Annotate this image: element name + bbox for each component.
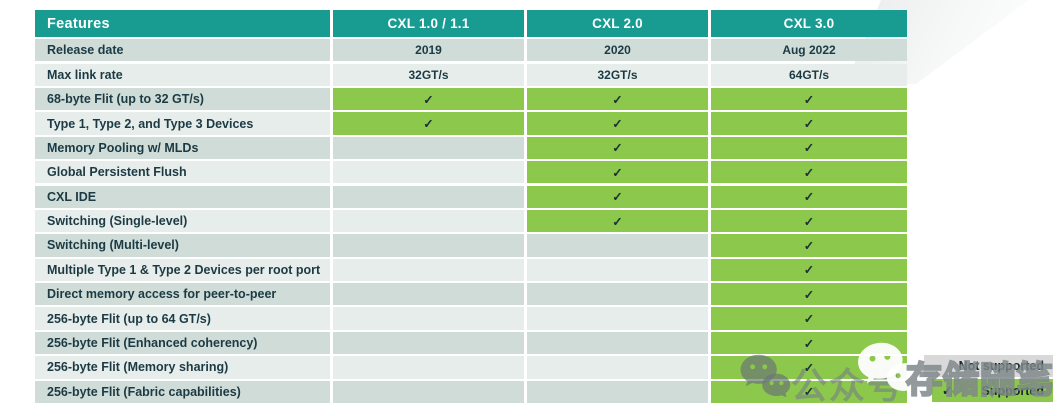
table-header-row: Features CXL 1.0 / 1.1 CXL 2.0 CXL 3.0	[35, 10, 907, 37]
value-cell: ✓	[711, 258, 907, 281]
value-cell: ✓	[711, 209, 907, 233]
value-cell	[333, 331, 524, 355]
table-row: 256-byte Flit (Fabric capabilities) ✓	[35, 380, 907, 403]
value-cell: ✓	[711, 112, 907, 135]
value-cell	[333, 380, 524, 403]
value-cell	[527, 234, 708, 257]
value-cell: ✓	[711, 136, 907, 160]
check-icon: ✓	[942, 384, 953, 398]
legend-not-supported: Not supported	[924, 355, 1053, 377]
row-label: 256-byte Flit (Fabric capabilities)	[35, 380, 330, 403]
value-cell: ✓	[711, 161, 907, 184]
value-cell: ✓	[527, 87, 708, 111]
legend-supported: ✓ Supported	[932, 379, 1053, 402]
row-label: Release date	[35, 39, 330, 62]
table-row: 256-byte Flit (up to 64 GT/s) ✓	[35, 307, 907, 330]
column-header-cxl-1-0: CXL 1.0 / 1.1	[333, 10, 524, 37]
value-cell	[527, 380, 708, 403]
value-cell: ✓	[711, 234, 907, 257]
row-label: Memory Pooling w/ MLDs	[35, 136, 330, 160]
table-row: Direct memory access for peer-to-peer ✓	[35, 283, 907, 306]
value-cell	[527, 331, 708, 355]
table-row: 256-byte Flit (Memory sharing) ✓	[35, 356, 907, 379]
value-cell: 32GT/s	[527, 63, 708, 86]
legend-supported-label: Supported	[981, 383, 1045, 398]
value-cell	[333, 258, 524, 281]
value-cell: 32GT/s	[333, 63, 524, 86]
table-row: Multiple Type 1 & Type 2 Devices per roo…	[35, 258, 907, 281]
row-label: 256-byte Flit (up to 64 GT/s)	[35, 307, 330, 330]
value-cell: 64GT/s	[711, 63, 907, 86]
value-cell: ✓	[527, 185, 708, 208]
row-label: 256-byte Flit (Memory sharing)	[35, 356, 330, 379]
value-cell	[527, 283, 708, 306]
row-label: Switching (Single-level)	[35, 209, 330, 233]
value-cell: ✓	[527, 209, 708, 233]
table-row: CXL IDE ✓ ✓	[35, 185, 907, 208]
value-cell	[527, 258, 708, 281]
row-label: Switching (Multi-level)	[35, 234, 330, 257]
value-cell: ✓	[711, 87, 907, 111]
value-cell	[333, 283, 524, 306]
value-cell	[333, 356, 524, 379]
value-cell: ✓	[333, 87, 524, 111]
value-cell: ✓	[711, 307, 907, 330]
value-cell: 2019	[333, 39, 524, 62]
value-cell	[333, 209, 524, 233]
table-row: 256-byte Flit (Enhanced coherency) ✓	[35, 331, 907, 355]
value-cell: ✓	[711, 331, 907, 355]
cxl-comparison-table: Features CXL 1.0 / 1.1 CXL 2.0 CXL 3.0 R…	[35, 10, 907, 405]
value-cell	[333, 185, 524, 208]
row-label: Global Persistent Flush	[35, 161, 330, 184]
value-cell: ✓	[333, 112, 524, 135]
value-cell: ✓	[527, 136, 708, 160]
value-cell: ✓	[711, 185, 907, 208]
row-label: Max link rate	[35, 63, 330, 86]
value-cell	[333, 136, 524, 160]
legend-not-supported-label: Not supported	[958, 359, 1044, 373]
value-cell: ✓	[711, 283, 907, 306]
table-row: Release date 2019 2020 Aug 2022	[35, 39, 907, 62]
row-label: CXL IDE	[35, 185, 330, 208]
table-row: Switching (Multi-level) ✓	[35, 234, 907, 257]
features-column-header: Features	[35, 10, 330, 37]
table-row: Global Persistent Flush ✓ ✓	[35, 161, 907, 184]
value-cell: ✓	[527, 161, 708, 184]
value-cell	[333, 234, 524, 257]
value-cell	[527, 356, 708, 379]
table-body: Release date 2019 2020 Aug 2022 Max link…	[35, 39, 907, 403]
row-label: Type 1, Type 2, and Type 3 Devices	[35, 112, 330, 135]
value-cell: ✓	[527, 112, 708, 135]
table-row: Type 1, Type 2, and Type 3 Devices ✓ ✓ ✓	[35, 112, 907, 135]
value-cell: Aug 2022	[711, 39, 907, 62]
row-label: 68-byte Flit (up to 32 GT/s)	[35, 87, 330, 111]
column-header-cxl-2-0: CXL 2.0	[527, 10, 708, 37]
value-cell	[333, 161, 524, 184]
row-label: Multiple Type 1 & Type 2 Devices per roo…	[35, 258, 330, 281]
row-label: Direct memory access for peer-to-peer	[35, 283, 330, 306]
value-cell	[333, 307, 524, 330]
table-row: Memory Pooling w/ MLDs ✓ ✓	[35, 136, 907, 160]
table-row: 68-byte Flit (up to 32 GT/s) ✓ ✓ ✓	[35, 87, 907, 111]
value-cell	[527, 307, 708, 330]
row-label: 256-byte Flit (Enhanced coherency)	[35, 331, 330, 355]
column-header-cxl-3-0: CXL 3.0	[711, 10, 907, 37]
value-cell: ✓	[711, 380, 907, 403]
value-cell: ✓	[711, 356, 907, 379]
table-row: Switching (Single-level) ✓ ✓	[35, 209, 907, 233]
table-row: Max link rate 32GT/s 32GT/s 64GT/s	[35, 63, 907, 86]
value-cell: 2020	[527, 39, 708, 62]
